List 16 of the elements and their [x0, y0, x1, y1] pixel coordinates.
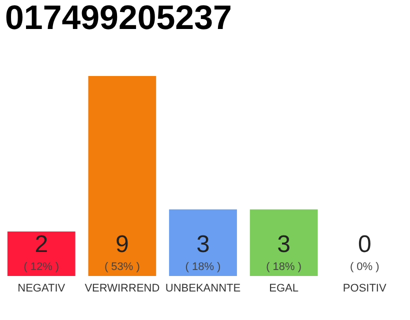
data-label: 2: [34, 231, 48, 258]
chart-title: 017499205237: [5, 0, 232, 37]
data-label: 9: [116, 231, 129, 258]
x-tick-label: EGAL: [269, 282, 298, 294]
annotation: ( 18% ): [266, 261, 302, 273]
data-label: 3: [196, 231, 210, 258]
x-tick-label: VERWIRREND: [84, 282, 160, 294]
annotation: ( 12% ): [24, 261, 60, 273]
x-tick-label: POSITIV: [342, 282, 387, 294]
annotation: ( 0% ): [350, 261, 380, 273]
x-tick-label: NEGATIV: [18, 282, 66, 294]
annotation: ( 53% ): [104, 261, 140, 273]
data-label: 3: [277, 231, 290, 258]
annotation: ( 18% ): [185, 261, 221, 273]
x-tick-label: UNBEKANNTE: [165, 282, 241, 294]
data-label: 0: [358, 231, 372, 258]
